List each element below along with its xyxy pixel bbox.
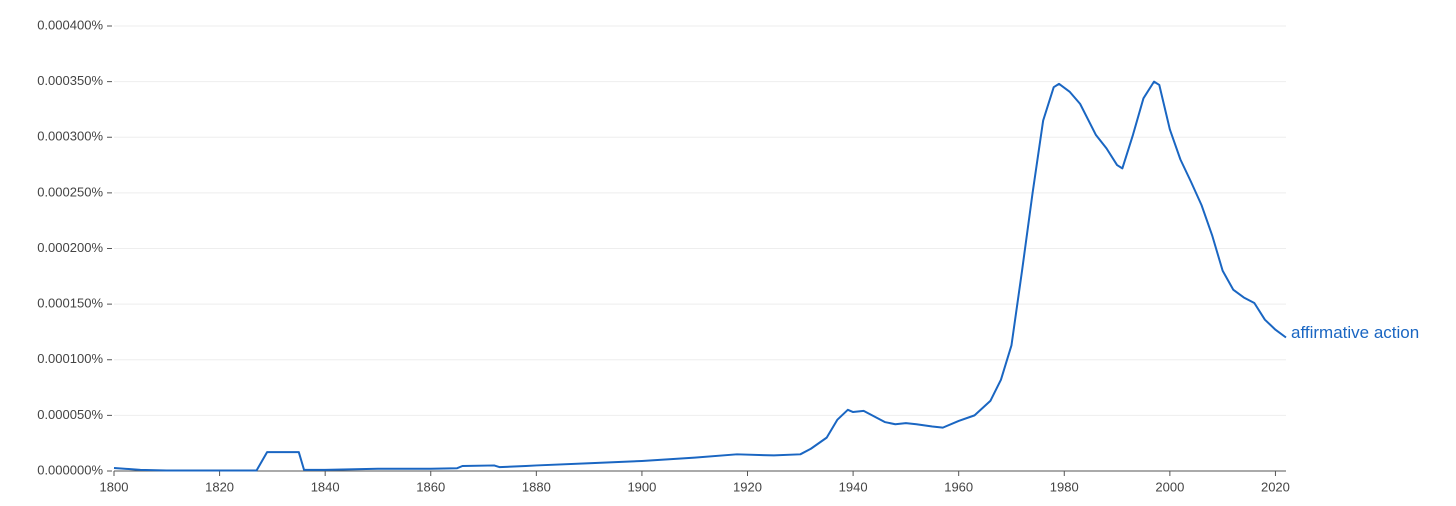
x-tick-label: 1920 <box>733 479 762 494</box>
x-tick-label: 1840 <box>311 479 340 494</box>
x-tick-label: 1820 <box>205 479 234 494</box>
y-tick-label: 0.000050% <box>37 407 103 422</box>
x-tick-label: 1900 <box>627 479 656 494</box>
y-tick-label: 0.000400% <box>37 17 103 32</box>
x-tick-label: 1960 <box>944 479 973 494</box>
series-line <box>113 80 1287 472</box>
x-tick-label: 1880 <box>522 479 551 494</box>
y-tick-label: 0.000300% <box>37 129 103 144</box>
x-tick-label: 1800 <box>100 479 129 494</box>
y-tick-label: 0.000150% <box>37 296 103 311</box>
series-label: affirmative action <box>1291 323 1419 342</box>
x-tick-label: 1860 <box>416 479 445 494</box>
x-tick-label: 2020 <box>1261 479 1290 494</box>
y-tick-label: 0.000000% <box>37 462 103 477</box>
y-tick-label: 0.000250% <box>37 184 103 199</box>
x-tick-label: 1940 <box>839 479 868 494</box>
x-tick-label: 2000 <box>1155 479 1184 494</box>
x-tick-label: 1980 <box>1050 479 1079 494</box>
y-tick-label: 0.000350% <box>37 73 103 88</box>
y-tick-label: 0.000100% <box>37 351 103 366</box>
y-tick-label: 0.000200% <box>37 240 103 255</box>
